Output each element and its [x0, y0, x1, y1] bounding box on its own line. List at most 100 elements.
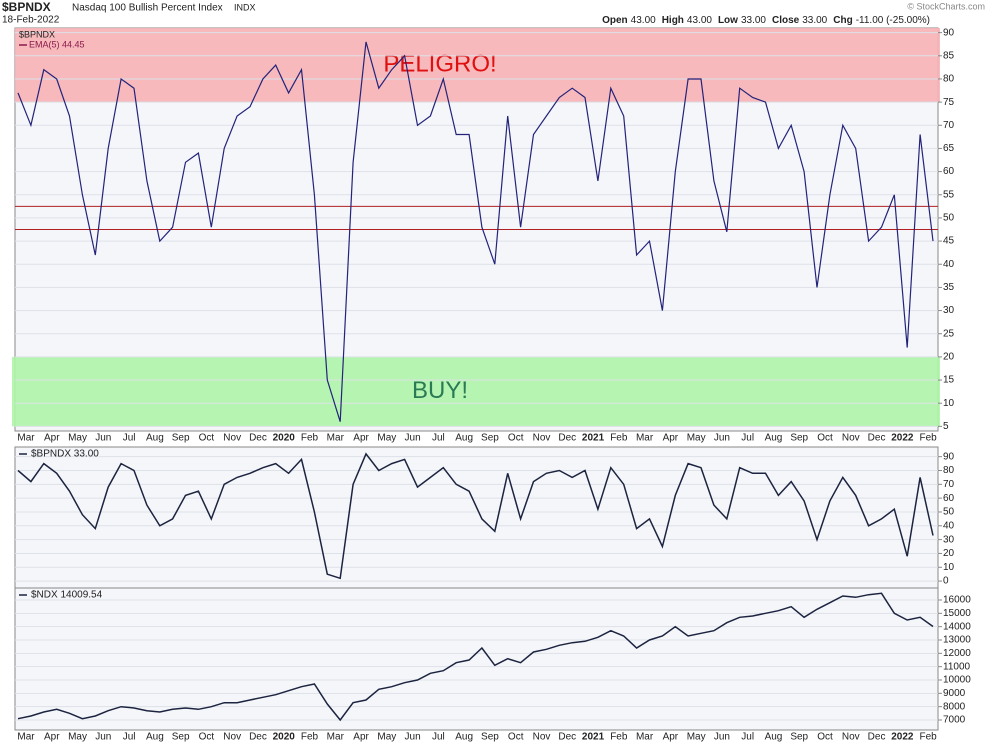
quote-value: -11.00 (-25.00%)	[856, 15, 930, 26]
x-tick-label: Nov	[842, 732, 860, 743]
x-tick-label: Mar	[327, 433, 345, 444]
y-tick-label: 15000	[943, 608, 971, 619]
y-tick-label: 9000	[943, 688, 966, 699]
y-tick-label: 90	[943, 451, 955, 462]
exchange: INDX	[234, 2, 256, 12]
x-tick-label: May	[687, 433, 706, 444]
x-tick-label: Jun	[405, 732, 421, 743]
quote-label: Close	[772, 15, 800, 26]
x-tick-label: Oct	[199, 732, 215, 743]
x-tick-label: Jun	[714, 732, 730, 743]
y-tick-label: 12000	[943, 648, 971, 659]
x-tick-label: Jun	[714, 433, 730, 444]
y-tick-label: 10	[943, 398, 955, 409]
x-tick-label: Mar	[636, 433, 654, 444]
x-tick-label: Jun	[95, 732, 111, 743]
x-tick-label: Apr	[663, 433, 679, 444]
y-tick-label: 10000	[943, 675, 971, 686]
x-tick-label: Mar	[636, 732, 654, 743]
x-tick-label: Sep	[790, 732, 808, 743]
y-tick-label: 13000	[943, 635, 971, 646]
x-tick-label: Dec	[868, 433, 886, 444]
quote-value: 33.00	[802, 15, 827, 26]
zone-label: PELIGRO!	[383, 50, 496, 77]
x-tick-label: Feb	[919, 433, 937, 444]
x-tick-label: May	[377, 732, 396, 743]
quote-label: High	[662, 15, 684, 26]
x-tick-label: Feb	[301, 433, 319, 444]
x-tick-label: Nov	[533, 732, 551, 743]
x-tick-label: Feb	[610, 433, 628, 444]
y-tick-label: 60	[943, 166, 955, 177]
y-tick-label: 30	[943, 305, 955, 316]
x-tick-label: Dec	[249, 732, 267, 743]
series-line	[17, 452, 934, 580]
quote-value: 43.00	[687, 15, 712, 26]
x-tick-label: Aug	[146, 732, 164, 743]
x-tick-label: Apr	[44, 732, 60, 743]
legend-symbol: $BPNDX	[19, 29, 55, 39]
x-tick-label: Sep	[481, 433, 499, 444]
y-tick-label: 14000	[943, 621, 971, 632]
x-tick-label: Jun	[95, 433, 111, 444]
x-tick-label: Jul	[123, 732, 136, 743]
quote-value: 33.00	[741, 15, 766, 26]
zone-label: BUY!	[412, 377, 468, 404]
quote-label: Open	[602, 15, 628, 26]
y-tick-label: 75	[943, 97, 955, 108]
series-line	[17, 41, 934, 422]
x-tick-label: Mar	[17, 433, 35, 444]
x-tick-label: May	[68, 433, 87, 444]
x-tick-label: 2020	[273, 732, 296, 743]
x-tick-label: Apr	[44, 433, 60, 444]
x-tick-label: Mar	[17, 732, 35, 743]
x-tick-label: Apr	[663, 732, 679, 743]
x-tick-label: Aug	[146, 433, 164, 444]
y-tick-label: 45	[943, 236, 955, 247]
x-tick-label: Jul	[432, 732, 445, 743]
x-tick-label: Oct	[817, 732, 833, 743]
x-tick-label: Nov	[842, 433, 860, 444]
x-tick-label: Aug	[455, 433, 473, 444]
x-tick-label: Aug	[765, 732, 783, 743]
y-tick-label: 70	[943, 120, 955, 131]
x-tick-label: Feb	[919, 732, 937, 743]
x-tick-label: Feb	[301, 732, 319, 743]
x-tick-label: 2021	[582, 433, 605, 444]
quote-value: 43.00	[631, 15, 656, 26]
x-tick-label: Dec	[558, 433, 576, 444]
x-tick-label: Nov	[533, 433, 551, 444]
x-tick-label: Feb	[610, 732, 628, 743]
quote-label: Low	[718, 15, 738, 26]
x-tick-label: Sep	[481, 732, 499, 743]
x-tick-label: Aug	[455, 732, 473, 743]
x-tick-label: Jul	[741, 732, 754, 743]
date: 18-Feb-2022	[2, 15, 60, 26]
x-tick-label: Apr	[353, 732, 369, 743]
series-line	[17, 592, 934, 722]
y-tick-label: 40	[943, 520, 955, 531]
y-tick-label: 5	[943, 421, 949, 432]
x-tick-label: Sep	[790, 433, 808, 444]
x-tick-label: Jul	[741, 433, 754, 444]
x-tick-label: Jun	[405, 433, 421, 444]
x-tick-label: Sep	[172, 433, 190, 444]
y-tick-label: 10	[943, 562, 955, 573]
x-tick-label: Nov	[223, 433, 241, 444]
y-tick-label: 50	[943, 213, 955, 224]
zone-band	[12, 356, 940, 427]
x-tick-label: May	[68, 732, 87, 743]
x-tick-label: 2022	[891, 433, 914, 444]
y-tick-label: 0	[943, 576, 949, 587]
y-tick-label: 80	[943, 465, 955, 476]
legend-entry: $BPNDX 33.00	[31, 449, 99, 460]
y-tick-label: 8000	[943, 701, 966, 712]
quote: Open 43.00 High 43.00 Low 33.00 Close 33.00 Chg -…	[602, 15, 930, 26]
x-tick-label: May	[687, 732, 706, 743]
x-tick-label: 2020	[273, 433, 296, 444]
index-name: Nasdaq 100 Bullish Percent Index	[72, 3, 223, 14]
x-tick-label: Jul	[123, 433, 136, 444]
x-tick-label: Aug	[765, 433, 783, 444]
quote-label: Chg	[833, 15, 852, 26]
panel-frame	[14, 587, 939, 731]
